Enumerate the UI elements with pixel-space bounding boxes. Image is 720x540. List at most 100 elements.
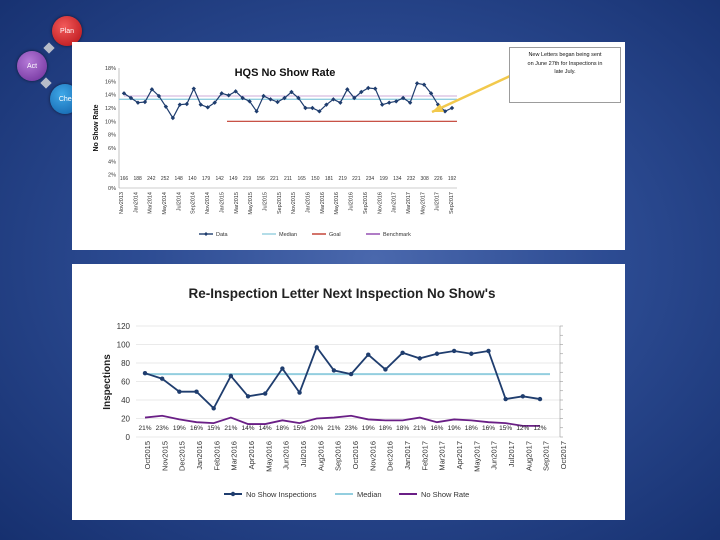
reinspection-chart-panel: Re-Inspection Letter Next Inspection No … (72, 264, 625, 520)
x-tick-label: Nov2013 (119, 192, 125, 214)
data-point (156, 93, 162, 99)
count-label: 308 (420, 176, 429, 182)
x-tick-label: Jan2016 (195, 441, 204, 470)
rate-label: 15% (207, 425, 220, 432)
y-tick-label: 80 (121, 359, 130, 368)
no-show-rate-line (144, 414, 540, 427)
legend-label: No Show Inspections (246, 490, 317, 499)
y-axis-label: No Show Rate (93, 104, 100, 151)
x-tick-label: Apr2016 (247, 441, 256, 469)
x-tick-label: Jan2016 (306, 192, 312, 213)
data-point (275, 99, 280, 105)
pdca-check-label: Chec (58, 95, 76, 103)
data-point (386, 100, 392, 105)
count-label: 219 (338, 176, 347, 182)
rate-label: 19% (362, 425, 375, 432)
data-point (314, 345, 319, 350)
data-point (233, 89, 238, 94)
data-point (282, 95, 287, 101)
rate-label: 18% (276, 425, 289, 432)
data-point (170, 115, 176, 121)
data-point (317, 109, 322, 114)
x-tick-label: May2015 (248, 192, 254, 215)
rate-label: 20% (310, 425, 323, 432)
count-label: 221 (352, 176, 361, 182)
count-label: 181 (325, 176, 334, 182)
legend-label: Goal (329, 232, 341, 238)
count-label: 150 (311, 176, 320, 182)
pdca-plan-label: Plan (59, 27, 74, 35)
x-tick-label: Sep2017 (542, 441, 551, 471)
data-point (177, 389, 182, 394)
data-point (228, 373, 234, 379)
x-tick-label: Sep2017 (449, 192, 455, 214)
x-tick-label: Nov2014 (205, 192, 211, 214)
count-label: 234 (366, 176, 375, 182)
legend-label: Data (216, 232, 229, 238)
x-tick-label: Oct2016 (351, 441, 360, 469)
rate-label: 18% (465, 425, 478, 432)
rate-label: 14% (259, 425, 272, 432)
data-point (184, 101, 190, 107)
x-tick-label: Jul2016 (299, 441, 308, 467)
data-point (296, 95, 301, 101)
chart-title: HQS No Show Rate (235, 67, 336, 79)
x-tick-label: Nov2016 (377, 192, 383, 214)
data-point (128, 95, 134, 101)
count-label: 252 (161, 176, 170, 182)
data-point (345, 87, 350, 92)
x-tick-label: Mar2015 (234, 192, 240, 214)
data-point (486, 348, 491, 354)
x-tick-label: Dec2016 (386, 441, 395, 471)
y-tick-label: 40 (121, 396, 130, 405)
data-point (142, 99, 148, 105)
count-label: 226 (434, 176, 443, 182)
x-tick-label: Mar2016 (320, 192, 326, 214)
data-point (537, 396, 543, 402)
x-tick-label: May2014 (162, 192, 168, 215)
x-tick-label: Jul2016 (349, 192, 355, 211)
x-tick-label: Sep2015 (277, 192, 283, 214)
y-tick-label: 120 (117, 322, 131, 331)
callout-box: New Letters began being sent on June 27t… (509, 47, 621, 103)
x-tick-label: Nov2016 (368, 441, 377, 471)
data-point (417, 356, 422, 361)
x-tick-label: May2017 (420, 192, 426, 215)
rate-label: 23% (345, 425, 358, 432)
rate-label: 18% (396, 425, 409, 432)
y-tick-label: 12% (105, 106, 116, 112)
data-point (366, 352, 371, 357)
count-label: 192 (448, 176, 457, 182)
rate-label: 15% (499, 425, 512, 432)
y-tick-label: 6% (108, 146, 116, 152)
data-point (198, 102, 203, 107)
data-point (338, 100, 343, 105)
data-point (400, 95, 406, 101)
data-point (352, 95, 357, 101)
y-tick-label: 0% (108, 186, 116, 192)
rate-label: 16% (430, 425, 443, 432)
count-label: 242 (147, 176, 156, 182)
data-point (263, 391, 268, 396)
x-tick-label: Jun2017 (490, 441, 499, 470)
x-tick-label: Sep2016 (363, 192, 369, 214)
y-tick-label: 18% (105, 66, 116, 72)
callout-line: New Letters began being sent (528, 52, 602, 58)
data-point (297, 390, 302, 395)
data-point (366, 85, 371, 91)
legend-marker (230, 491, 236, 497)
no-show-inspections-line (144, 345, 541, 410)
rate-label: 19% (173, 425, 186, 432)
y-tick-label: 8% (108, 133, 116, 139)
y-tick-label: 100 (117, 341, 131, 350)
count-label: 199 (379, 176, 388, 182)
x-tick-label: Oct2015 (143, 441, 152, 469)
rate-label: 21% (327, 425, 340, 432)
count-label: 142 (215, 176, 224, 182)
data-point (254, 109, 259, 114)
data-point (451, 348, 457, 354)
data-point (149, 87, 155, 92)
rate-label: 18% (379, 425, 392, 432)
rate-label: 21% (224, 425, 237, 432)
data-point (121, 91, 127, 96)
